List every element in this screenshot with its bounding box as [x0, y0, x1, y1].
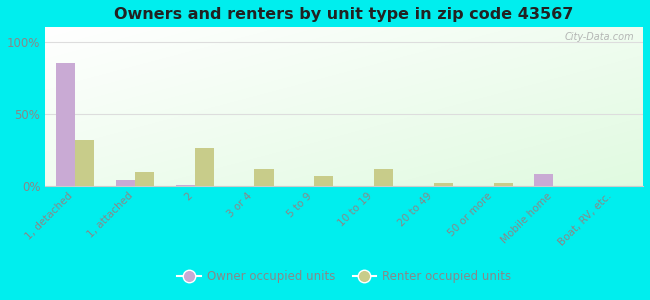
Bar	[254, 169, 274, 186]
Bar	[135, 172, 154, 186]
Bar	[434, 183, 453, 186]
Bar	[116, 180, 135, 186]
Bar	[314, 176, 333, 186]
Bar	[534, 175, 553, 186]
Title: Owners and renters by unit type in zip code 43567: Owners and renters by unit type in zip c…	[114, 7, 574, 22]
Bar	[194, 148, 214, 186]
Bar	[56, 63, 75, 186]
Text: City-Data.com: City-Data.com	[564, 32, 634, 42]
Bar	[75, 140, 94, 186]
Bar	[493, 183, 513, 186]
Legend: Owner occupied units, Renter occupied units: Owner occupied units, Renter occupied un…	[172, 266, 516, 288]
Bar	[374, 169, 393, 186]
Bar	[176, 184, 194, 186]
